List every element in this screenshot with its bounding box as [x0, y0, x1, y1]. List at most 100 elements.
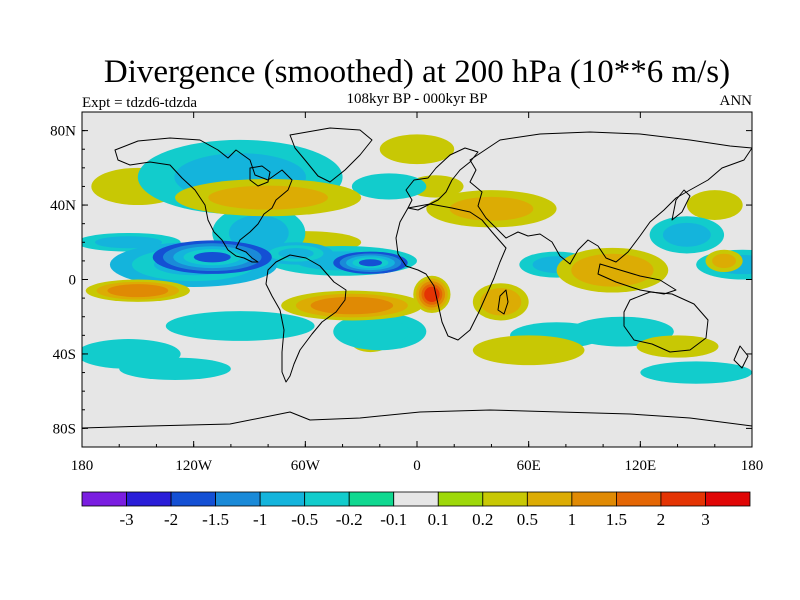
field-contour	[193, 251, 231, 263]
field-contour	[325, 299, 379, 312]
coast-africa	[395, 203, 507, 341]
field-blob	[333, 251, 408, 274]
experiment-label: Expt = tdzd6-tdzda	[82, 95, 197, 111]
chart-subtitle: 108kyr BP - 000kyr BP	[346, 91, 487, 107]
field-blob	[175, 179, 362, 217]
field-contour	[449, 196, 534, 221]
colorbar-swatch	[526, 491, 573, 507]
chart-title: Divergence (smoothed) at 200 hPa (10**6 …	[104, 54, 730, 90]
field-blob	[686, 190, 743, 220]
y-tick-label: 40N	[50, 198, 76, 214]
field-blob	[258, 242, 334, 265]
coast-new-zealand	[733, 345, 749, 369]
x-tick-label: 180	[71, 458, 94, 474]
field-contour	[379, 134, 455, 165]
field-contour	[278, 248, 314, 259]
coast-greenland	[289, 127, 373, 183]
colorbar-label: 0.1	[428, 510, 449, 529]
field-blob	[379, 134, 455, 165]
coast-australia	[623, 291, 709, 353]
field-blob	[640, 361, 752, 384]
field-blob	[85, 279, 190, 302]
field-contour	[588, 322, 656, 342]
field-contour	[228, 215, 289, 251]
colorbar-swatch	[215, 491, 261, 507]
coast-asia	[469, 131, 752, 265]
y-axis: 80N 40N 0 40S 80S	[50, 111, 752, 448]
colorbar-label: -1	[253, 510, 267, 529]
field-blob	[351, 173, 427, 200]
x-tick-label: 60W	[291, 458, 321, 474]
field-blob	[636, 335, 719, 358]
colorbar-label: 2	[657, 510, 666, 529]
field-contour	[118, 286, 158, 295]
field-blob	[413, 275, 451, 313]
field-contour	[492, 340, 565, 360]
colorbar-label: 0.2	[472, 510, 493, 529]
field-blob	[165, 311, 315, 341]
colorbar-swatch	[259, 491, 306, 507]
x-tick-label: 180	[741, 458, 764, 474]
plot-area	[81, 111, 753, 448]
colorbar-swatch	[170, 491, 216, 507]
colorbar-swatch	[571, 491, 617, 507]
coast-north-america	[114, 137, 293, 263]
coast-maritime-continent	[597, 263, 677, 295]
colorbar-swatch	[126, 491, 172, 507]
colorbar-label: 1.5	[606, 510, 627, 529]
x-tick-label: 60E	[517, 458, 541, 474]
coast-japan	[671, 189, 691, 221]
coast-hudson-bay	[249, 165, 271, 187]
field-contour	[712, 253, 737, 269]
coast-south-america	[265, 254, 347, 383]
field-contour	[95, 236, 163, 249]
colorbar-swatch	[437, 491, 484, 507]
field-contour	[662, 222, 711, 247]
y-tick-label: 80N	[50, 124, 76, 140]
field-contour	[640, 361, 752, 384]
period-label: ANN	[720, 93, 753, 109]
colorbar-label: 1	[568, 510, 577, 529]
colorbar-label: -2	[164, 510, 178, 529]
colorbar-swatch	[616, 491, 662, 507]
colorbar-label: -0.1	[380, 510, 407, 529]
x-tick-label: 120E	[624, 458, 656, 474]
colorbar-swatch	[482, 491, 528, 507]
field-contour	[192, 316, 289, 336]
colorbar-label: -1.5	[202, 510, 229, 529]
colorbar-swatch	[81, 491, 127, 507]
field-contour	[417, 179, 454, 194]
coast-europe	[405, 147, 479, 211]
colorbar-label: 3	[701, 510, 710, 529]
field-blob	[649, 216, 725, 254]
x-tick-label: 0	[413, 458, 421, 474]
colorbar-swatch	[393, 491, 439, 507]
field-contour	[208, 185, 328, 210]
colorbar-label: -0.2	[336, 510, 363, 529]
field-contour	[651, 339, 704, 354]
field-contour	[696, 195, 733, 215]
field-contour	[426, 289, 437, 300]
coast-madagascar	[497, 289, 509, 315]
field-blob	[472, 283, 529, 321]
y-tick-label: 40S	[53, 347, 76, 363]
field-blob	[119, 357, 231, 381]
y-tick-label: 80S	[53, 421, 76, 437]
coastlines	[82, 127, 752, 429]
field-blob	[281, 290, 423, 321]
field-blob	[333, 313, 427, 351]
field-contour	[349, 319, 410, 344]
colorbar-label: -0.5	[291, 510, 318, 529]
field-blob	[152, 240, 272, 274]
colorbar-swatch	[660, 491, 706, 507]
field-contour	[365, 178, 414, 195]
x-axis: 180 120W 60W 0 60E 120E 180	[71, 112, 764, 474]
colorbar-swatch	[304, 491, 350, 507]
y-tick-label: 0	[69, 273, 77, 289]
colorbar-label: -3	[119, 510, 133, 529]
colorbar-swatch	[705, 491, 751, 507]
field-blob	[472, 335, 585, 366]
colorbar-swatch	[348, 491, 395, 507]
x-tick-label: 120W	[175, 458, 213, 474]
